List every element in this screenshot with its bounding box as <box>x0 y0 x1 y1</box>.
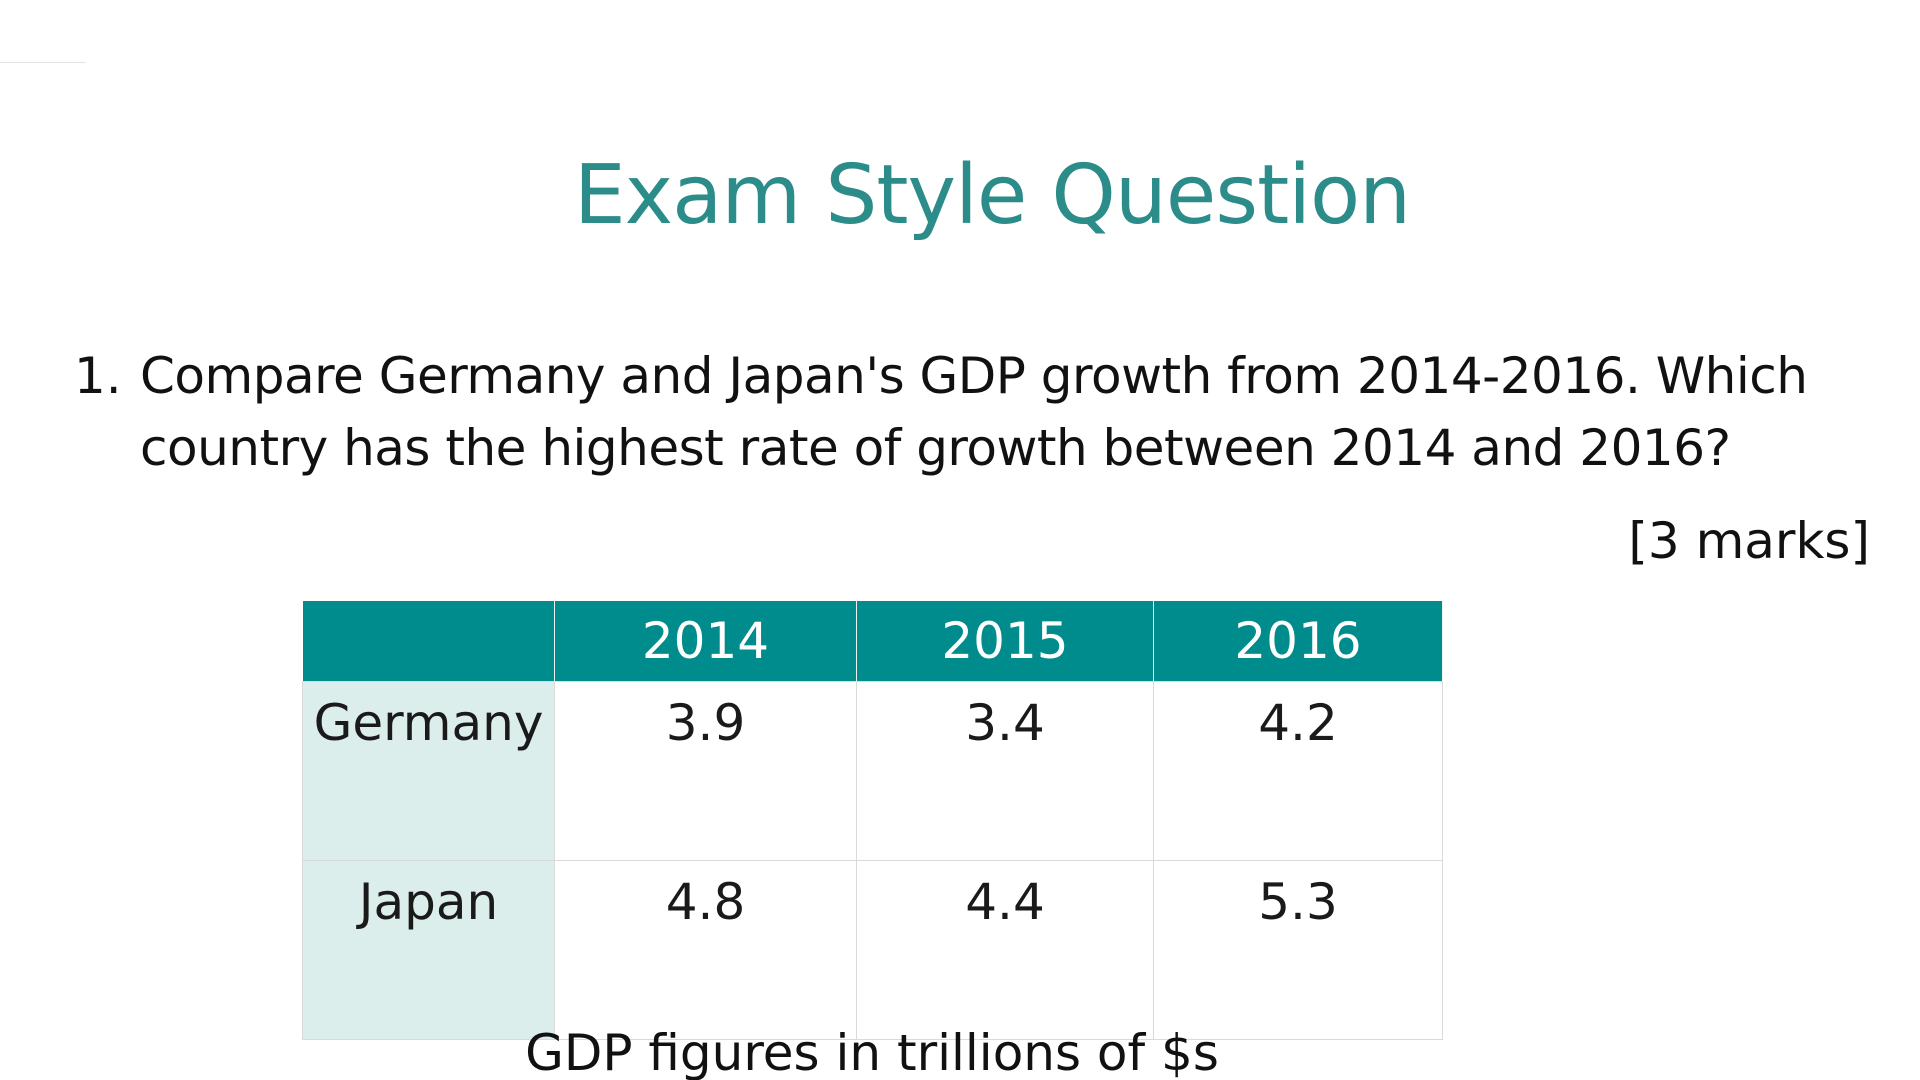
gdp-table: 2014 2015 2016 Germany 3.9 3.4 4.2 Japan… <box>302 601 1443 1040</box>
table-cell: 5.3 <box>1153 860 1443 1040</box>
table-row: Japan 4.8 4.4 5.3 <box>302 860 1443 1040</box>
table-cell: 4.8 <box>554 860 857 1040</box>
marks-label: [3 marks] <box>1628 512 1870 570</box>
table-cell: 3.9 <box>554 681 857 861</box>
row-label-japan: Japan <box>302 860 555 1040</box>
row-label-germany: Germany <box>302 681 555 861</box>
table-header-row: 2014 2015 2016 <box>302 601 1443 682</box>
table-row: Germany 3.9 3.4 4.2 <box>302 681 1443 861</box>
header-cell-2014: 2014 <box>554 601 857 682</box>
table-caption: GDP figures in trillions of $s <box>525 1024 1219 1080</box>
slide-title: Exam Style Question <box>573 148 1411 243</box>
table-cell: 4.4 <box>856 860 1154 1040</box>
header-cell-2015: 2015 <box>856 601 1154 682</box>
corner-divider <box>0 62 86 63</box>
question-number: 1. <box>74 347 122 405</box>
header-cell-empty <box>302 601 555 682</box>
table-cell: 4.2 <box>1153 681 1443 861</box>
question-text: Compare Germany and Japan's GDP growth f… <box>140 347 1808 477</box>
header-cell-2016: 2016 <box>1153 601 1443 682</box>
table-cell: 3.4 <box>856 681 1154 861</box>
